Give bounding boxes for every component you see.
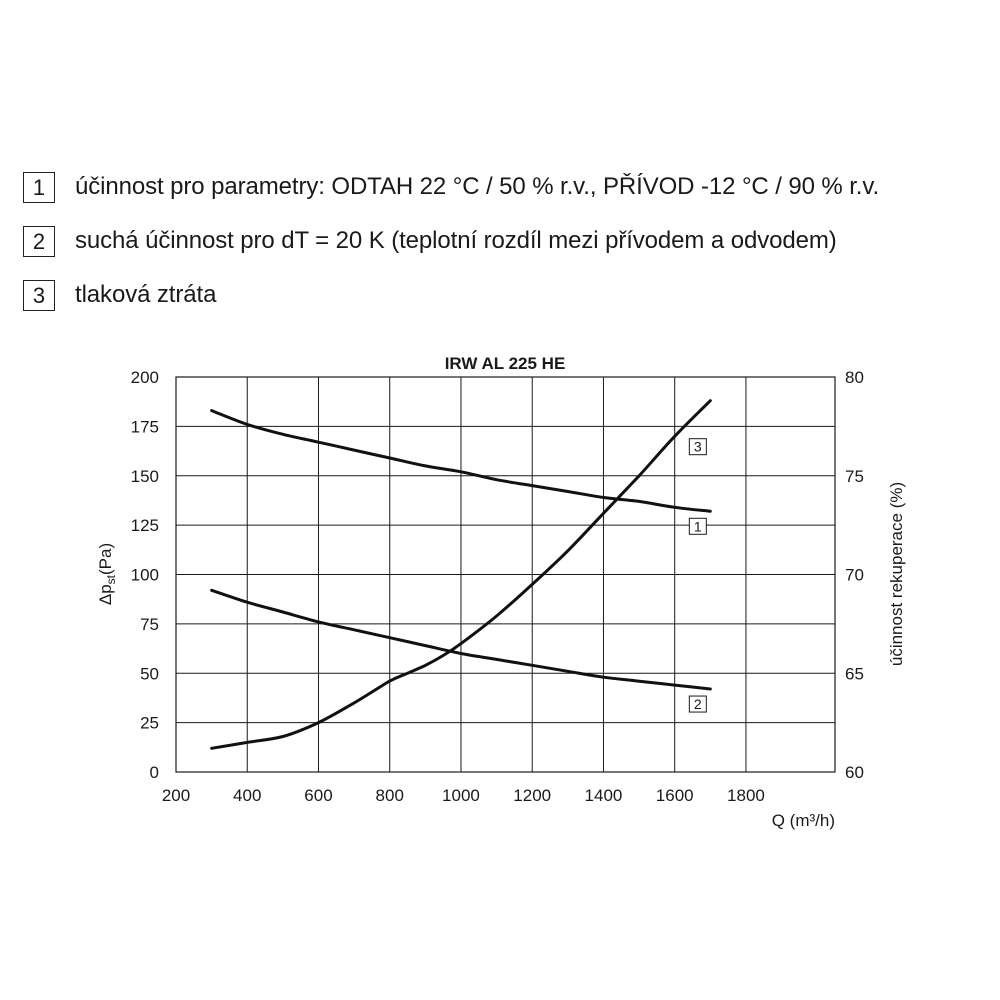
series-tag-label: 3 [694, 439, 702, 455]
chart-title: IRW AL 225 HE [445, 354, 566, 373]
legend: 1 účinnost pro parametry: ODTAH 22 °C / … [23, 160, 879, 322]
y-right-tick-label: 60 [845, 763, 864, 782]
y-left-tick-label: 75 [140, 615, 159, 634]
grid-layer [175, 376, 835, 773]
y-axis-left-unit: (Pa) [96, 543, 115, 575]
legend-item-2: 2 suchá účinnost pro dT = 20 K (teplotní… [23, 214, 879, 268]
x-tick-label: 200 [162, 786, 190, 805]
x-tick-label: 1200 [513, 786, 551, 805]
x-axis-title: Q (m³/h) [772, 811, 835, 830]
legend-number-box: 2 [23, 225, 55, 257]
series-tag-box [688, 517, 707, 535]
y-right-tick-label: 80 [845, 368, 864, 387]
y-left-tick-label: 0 [150, 763, 159, 782]
y-axis-left-symbol: Δp [96, 584, 115, 605]
x-tick-label: 400 [233, 786, 261, 805]
series-tag-3: 3 [688, 438, 707, 456]
legend-text: účinnost pro parametry: ODTAH 22 °C / 50… [75, 173, 880, 200]
tick-layer: 200 400 600 800 1000 1200 1400 1600 180002550751… [131, 368, 864, 805]
y-axis-left-subscript: st [104, 574, 118, 584]
series-line-1 [210, 409, 712, 513]
legend-number-box: 1 [23, 171, 55, 203]
y-axis-right-title: účinnost rekuperace (%) [887, 482, 906, 666]
y-left-tick-label: 200 [131, 368, 159, 387]
series-tag-2: 2 [688, 695, 707, 713]
series-tag-box [688, 695, 707, 713]
y-right-tick-label: 70 [845, 566, 864, 585]
y-right-tick-label: 75 [845, 467, 864, 486]
legend-item-3: 3 tlaková ztráta [23, 268, 879, 322]
legend-number-box: 3 [23, 279, 55, 311]
series-tag-label: 2 [694, 696, 702, 712]
x-tick-label: 600 [304, 786, 332, 805]
y-left-tick-label: 25 [140, 714, 159, 733]
legend-text: suchá účinnost pro dT = 20 K (teplotní r… [75, 227, 837, 254]
legend-item-1: 1 účinnost pro parametry: ODTAH 22 °C / … [23, 160, 879, 214]
y-left-tick-label: 150 [131, 467, 159, 486]
x-tick-label: 800 [376, 786, 404, 805]
y-left-tick-label: 125 [131, 516, 159, 535]
plot-frame [175, 376, 836, 773]
x-tick-label: 1800 [727, 786, 765, 805]
x-tick-label: 1600 [656, 786, 694, 805]
series-line-3 [210, 399, 712, 750]
y-left-tick-label: 100 [131, 566, 159, 585]
y-right-tick-label: 65 [845, 664, 864, 683]
series-line-2 [210, 588, 712, 691]
legend-text: tlaková ztráta [75, 281, 217, 308]
curve-layer: 1 2 3 [210, 399, 712, 750]
y-left-tick-label: 50 [140, 664, 159, 683]
series-tag-box [688, 438, 707, 456]
series-tag-label: 1 [694, 518, 702, 534]
series-tag-1: 1 [688, 517, 707, 535]
y-axis-left-title: Δpst(Pa) [96, 543, 118, 605]
x-tick-label: 1400 [585, 786, 623, 805]
y-left-tick-label: 175 [131, 417, 159, 436]
x-tick-label: 1000 [442, 786, 480, 805]
